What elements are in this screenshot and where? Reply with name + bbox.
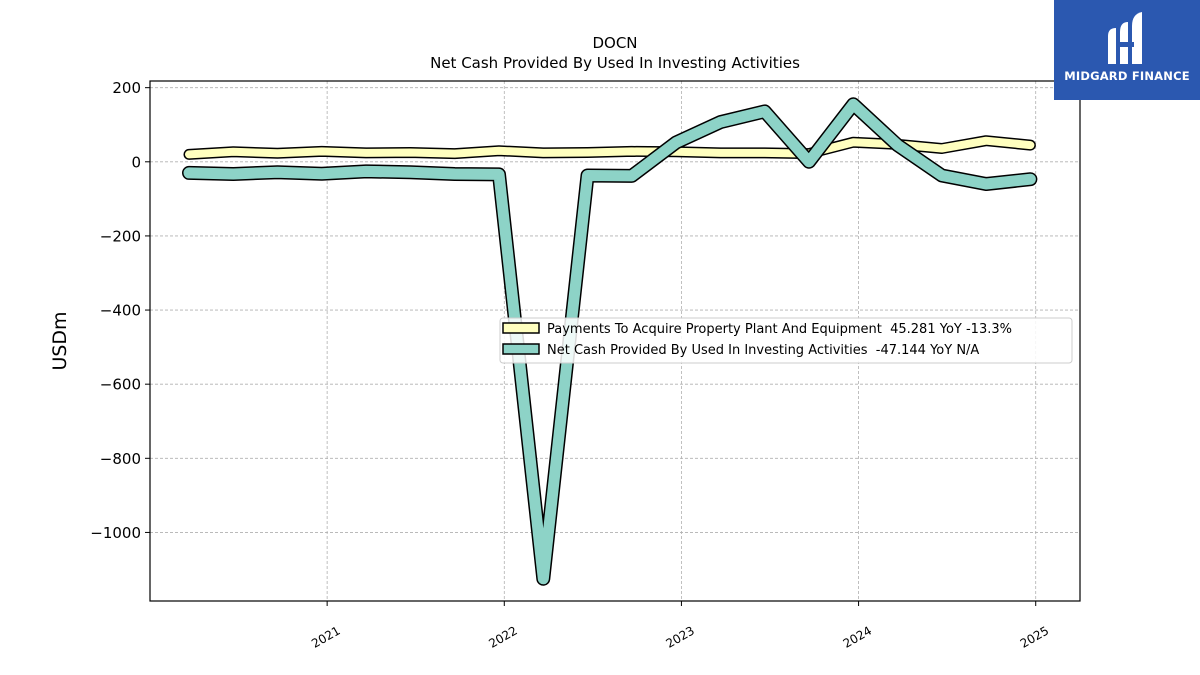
series-layer [182,97,1038,586]
y-tick-label: 200 [112,79,141,97]
y-tick-label: −200 [100,227,141,245]
y-tick-label: −800 [100,450,141,468]
y-tick-label: −400 [100,302,141,320]
x-tick-label: 2023 [663,623,696,650]
x-tick-label: 2022 [486,623,519,650]
plot-frame [149,80,1081,602]
y-tick-label: 0 [131,153,141,171]
y-tick-label: −1000 [90,524,141,542]
legend-swatch-investing [502,343,540,355]
chart-subtitle: Net Cash Provided By Used In Investing A… [430,54,800,72]
y-axis-label: USDm [49,311,71,370]
x-tick-label: 2021 [309,623,342,650]
legend-swatch-ppe [502,322,540,334]
brand-name: MIDGARD FINANCE [1064,69,1190,83]
x-tick-label: 2025 [1018,623,1051,650]
legend-label-ppe: Payments To Acquire Property Plant And E… [547,322,1012,337]
chart-title: DOCN [592,34,637,52]
series-1-line [183,98,1036,585]
midgard-logo-icon [1108,12,1142,64]
brand-logo: MIDGARD FINANCE [1054,0,1200,100]
legend-box [499,317,1073,364]
x-tick-label: 2024 [841,623,874,650]
legend-label-investing: Net Cash Provided By Used In Investing A… [547,343,979,358]
legend: Payments To Acquire Property Plant And E… [499,317,1073,364]
y-tick-label: −600 [100,376,141,394]
